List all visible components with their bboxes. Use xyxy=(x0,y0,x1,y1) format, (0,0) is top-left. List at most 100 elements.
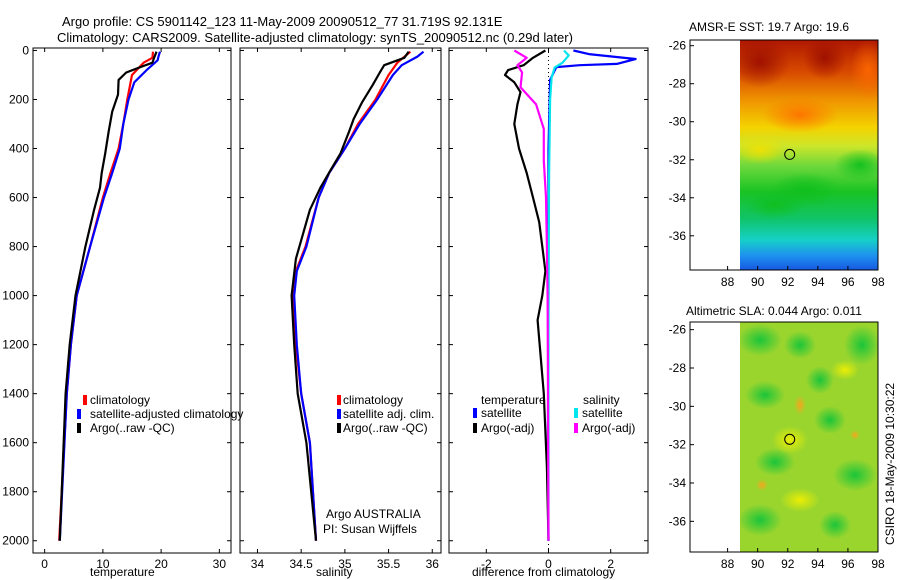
legend-label-temp-satellite: satellite xyxy=(481,406,522,420)
map-y-tick-label: -30 xyxy=(669,115,687,129)
legend-swatch-sal-argo xyxy=(574,423,578,433)
map-x-tick-label: 94 xyxy=(811,557,825,571)
map-x-tick-label: 90 xyxy=(751,557,765,571)
legend-label-sal-satellite: satellite xyxy=(582,406,623,420)
legend-swatch-satellite xyxy=(337,409,341,419)
sst-map-title: AMSR-E SST: 19.7 Argo: 19.6 xyxy=(689,20,849,34)
temperature-panel: 0 10 20 30 0 200 400 600 800 1000 1200 1400 1600 1800… xyxy=(2,43,243,579)
difference-axes-frame xyxy=(448,47,649,554)
x-tick-label: 0 xyxy=(41,557,48,571)
legend-swatch-climatology xyxy=(337,395,341,405)
difference-series xyxy=(503,49,637,541)
y-tick-label: 1400 xyxy=(2,387,29,401)
salinity-axis-ticks: 34 34.5 35 35.5 36 xyxy=(240,48,441,571)
y-tick-label: 800 xyxy=(9,240,29,254)
y-tick-label: 1600 xyxy=(2,436,29,450)
salinity-panel: 34 34.5 35 35.5 36 salinity climatology sate… xyxy=(239,47,442,579)
sst-argo-location-marker xyxy=(784,148,796,160)
legend-label-argo: Argo(..raw -QC) xyxy=(343,421,428,435)
credit-timestamp: CSIRO 18-May-2009 10:30:22 xyxy=(883,383,897,545)
series-climatology xyxy=(58,51,155,541)
map-y-tick-label: -34 xyxy=(669,476,687,490)
map-x-tick-label: 88 xyxy=(721,275,735,289)
map-x-tick-label: 98 xyxy=(871,275,885,289)
sst-map-axes: 88 90 92 94 96 98 -26 -28 -30 -32 -34 -36 xyxy=(669,39,885,289)
series-satellite xyxy=(58,51,162,541)
x-tick-label: 20 xyxy=(154,557,168,571)
map-y-tick-label: -28 xyxy=(669,361,687,375)
map-x-tick-label: 98 xyxy=(871,557,885,571)
x-tick-label: 34 xyxy=(251,557,265,571)
legend-swatch-temp-satellite xyxy=(473,408,477,418)
legend-label-argo: Argo(..raw -QC) xyxy=(90,421,175,435)
series-temperature-satellite xyxy=(546,49,637,541)
map-x-tick-label: 90 xyxy=(751,275,765,289)
x-tick-label: 34.5 xyxy=(289,557,313,571)
x-tick-label: 30 xyxy=(213,557,227,571)
map-y-tick-label: -30 xyxy=(669,399,687,413)
legend-label-satellite: satellite-adjusted climatology xyxy=(90,407,243,421)
map-y-tick-label: -28 xyxy=(669,77,687,91)
series-salinity-argo-adj xyxy=(513,49,550,541)
legend-swatch-satellite xyxy=(77,409,81,419)
map-y-tick-label: -32 xyxy=(669,438,687,452)
legend-swatch-sal-satellite xyxy=(574,408,578,418)
salinity-xlabel: salinity xyxy=(316,565,353,579)
series-temperature-argo-adj xyxy=(503,49,550,541)
sla-field xyxy=(740,322,878,552)
map-y-tick-label: -36 xyxy=(669,514,687,528)
difference-legend: temperature satellite Argo(-adj) salinit… xyxy=(473,393,635,435)
y-tick-label: 1800 xyxy=(2,485,29,499)
map-x-tick-label: 96 xyxy=(841,275,855,289)
temperature-series xyxy=(58,51,162,541)
map-y-tick-label: -34 xyxy=(669,191,687,205)
x-tick-label: 36 xyxy=(426,557,440,571)
series-argo xyxy=(58,51,158,541)
y-tick-label: 600 xyxy=(9,191,29,205)
figure-title-line1: Argo profile: CS 5901142_123 11-May-2009… xyxy=(62,14,503,29)
legend-swatch-climatology xyxy=(83,395,87,405)
legend-swatch-argo xyxy=(77,423,81,433)
legend-label-satellite: satellite adj. clim. xyxy=(343,407,434,421)
sla-map-axes: 88 90 92 94 96 98 -26 -28 -30 -32 -34 -36 xyxy=(669,323,885,571)
temperature-xlabel: temperature xyxy=(90,565,155,579)
x-tick-label: 2 xyxy=(607,557,614,571)
series-satellite xyxy=(293,50,425,541)
legend-label-temp-argo: Argo(-adj) xyxy=(481,421,534,435)
map-y-tick-label: -32 xyxy=(669,153,687,167)
x-tick-label: 35.5 xyxy=(377,557,401,571)
map-x-tick-label: 96 xyxy=(841,557,855,571)
x-tick-label: 0 xyxy=(545,557,552,571)
map-y-tick-label: -26 xyxy=(669,323,687,337)
salinity-series xyxy=(290,50,425,541)
series-salinity-satellite xyxy=(547,49,570,541)
map-x-tick-label: 92 xyxy=(781,275,795,289)
legend-swatch-temp-argo xyxy=(473,423,477,433)
map-x-tick-label: 92 xyxy=(781,557,795,571)
legend-label-climatology: climatology xyxy=(90,393,150,407)
map-x-tick-label: 88 xyxy=(721,557,735,571)
sst-map-panel: AMSR-E SST: 19.7 Argo: 19.6 88 90 92 94 96 98… xyxy=(669,20,885,289)
y-tick-label: 200 xyxy=(9,92,29,106)
y-tick-label: 1200 xyxy=(2,338,29,352)
legend-label-climatology: climatology xyxy=(343,393,403,407)
sst-field xyxy=(740,40,878,270)
temperature-axis-ticks: 0 10 20 30 0 200 400 600 800 1000 1200 1400 1600 1800… xyxy=(2,43,231,571)
sla-map-panel: Altimetric SLA: 0.044 Argo: 0.011 88 90 92… xyxy=(669,304,885,571)
y-tick-label: 0 xyxy=(22,43,29,57)
y-tick-label: 1000 xyxy=(2,289,29,303)
sst-map-frame xyxy=(689,39,879,271)
float-operator: Argo AUSTRALIA xyxy=(326,507,421,521)
legend-title-temperature: temperature xyxy=(481,393,546,407)
legend-title-salinity: salinity xyxy=(583,393,620,407)
map-x-tick-label: 94 xyxy=(811,275,825,289)
x-tick-label: 10 xyxy=(96,557,110,571)
map-y-tick-label: -26 xyxy=(669,39,687,53)
legend-label-sal-argo: Argo(-adj) xyxy=(582,421,635,435)
x-tick-label: -2 xyxy=(481,557,492,571)
sla-map-frame xyxy=(689,321,879,553)
sla-map-title: Altimetric SLA: 0.044 Argo: 0.011 xyxy=(686,304,862,318)
x-tick-label: 35 xyxy=(338,557,352,571)
figure-title-line2: Climatology: CARS2009. Satellite-adjuste… xyxy=(57,30,573,45)
